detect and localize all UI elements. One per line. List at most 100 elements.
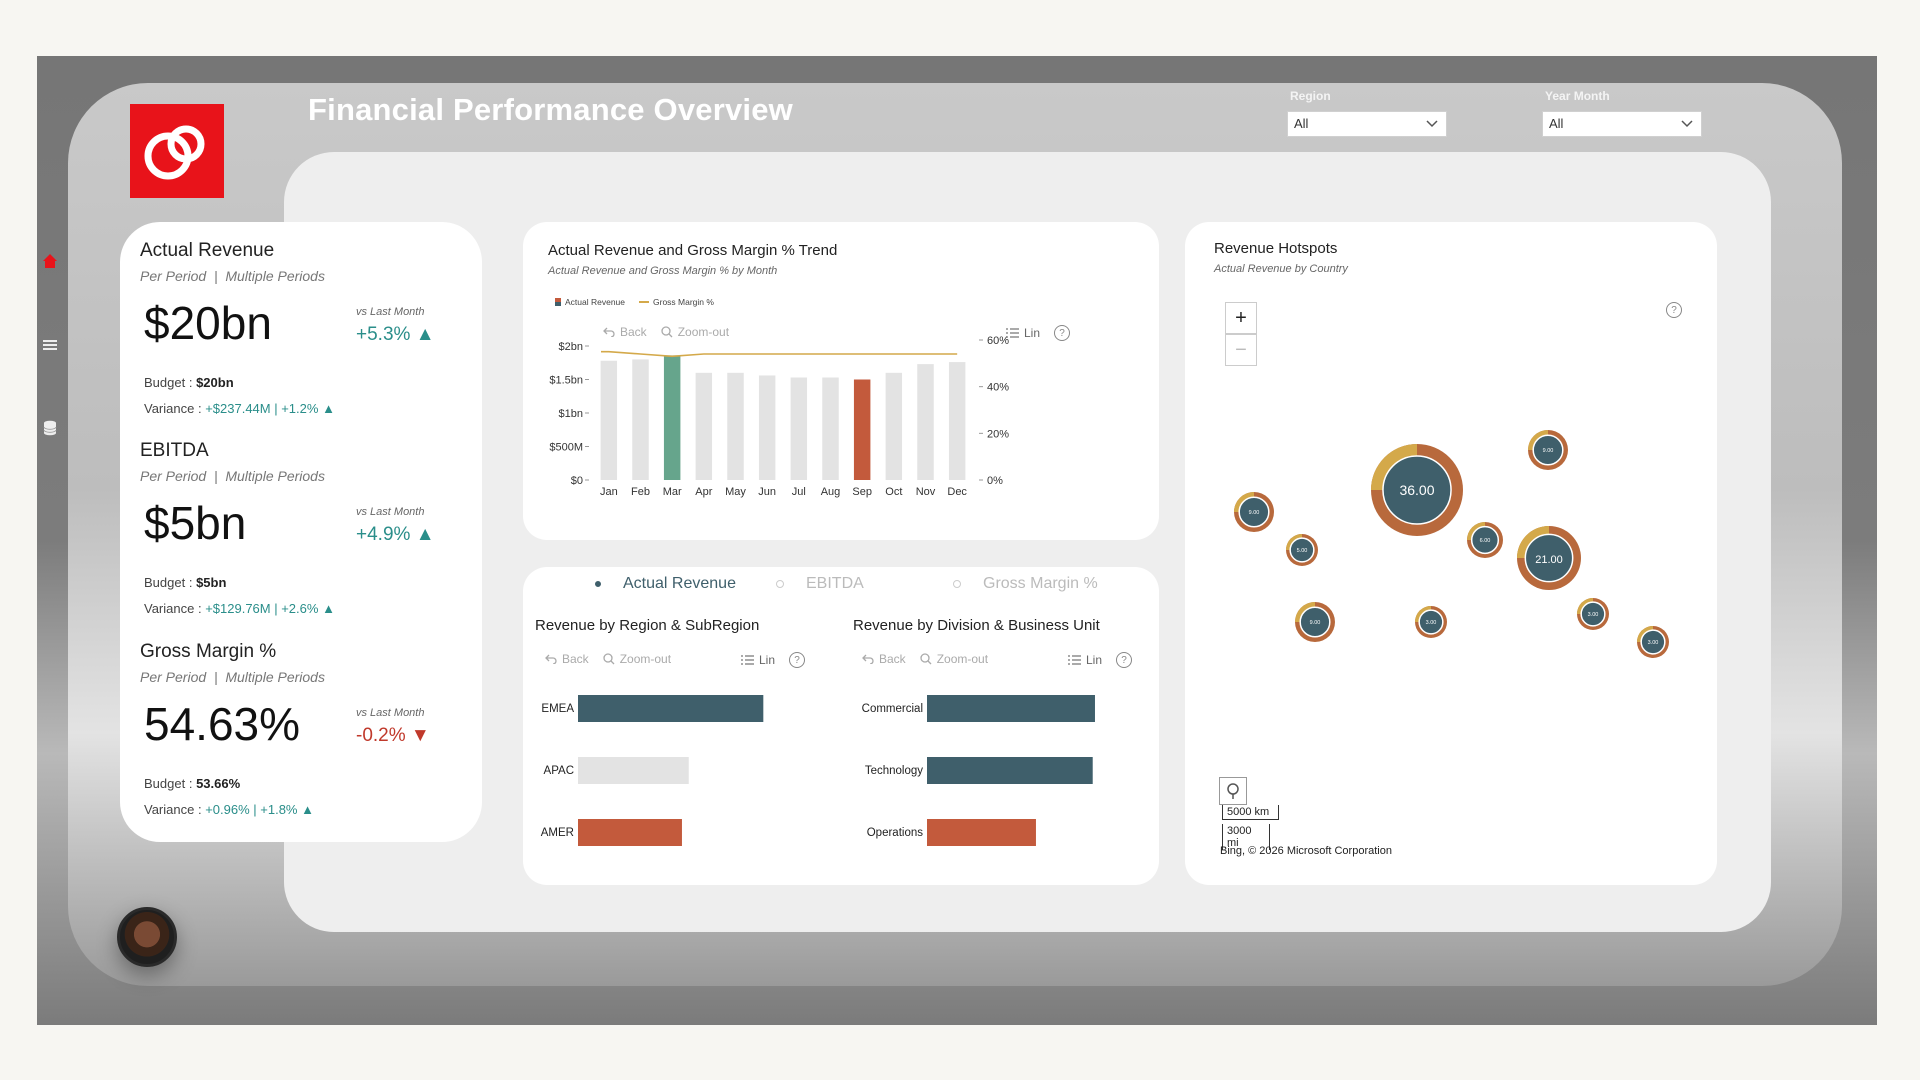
- zoom-out-button[interactable]: Zoom-out: [920, 652, 988, 666]
- lin-button[interactable]: Lin: [741, 653, 775, 667]
- back-button[interactable]: Back: [862, 652, 906, 666]
- help-icon[interactable]: ?: [789, 652, 806, 668]
- back-arrow-icon: [603, 327, 615, 337]
- bar-operations: [927, 819, 1036, 846]
- chevron-down-icon: [1681, 120, 1693, 128]
- gross-margin-line: [601, 350, 958, 358]
- map-zoom-out-button[interactable]: −: [1225, 334, 1257, 366]
- y-tick-label: $0: [571, 475, 583, 487]
- bar-label: Commercial: [862, 703, 923, 715]
- company-logo: [130, 104, 224, 198]
- x-tick-label: Aug: [821, 486, 841, 498]
- map-locate-button[interactable]: [1219, 777, 1247, 805]
- year-month-filter-label: Year Month: [1545, 89, 1610, 103]
- user-avatar[interactable]: [117, 907, 177, 967]
- y-tick-label: $500M: [549, 442, 583, 454]
- y2-tick-label: 20%: [987, 428, 1009, 440]
- region-toolbar-right: Lin ?: [741, 652, 806, 668]
- bubble-label: 3.00: [1648, 640, 1659, 646]
- map-bubble: 3.00: [1415, 606, 1447, 638]
- bar-dec: [948, 362, 966, 480]
- bubble-label: 6.00: [1480, 538, 1491, 544]
- map-attribution: Bing, © 2026 Microsoft Corporation: [1220, 845, 1392, 857]
- zoom-out-button[interactable]: Zoom-out: [661, 325, 729, 339]
- trend-chart-title: Actual Revenue and Gross Margin % Trend: [548, 242, 838, 259]
- region-filter-dropdown[interactable]: All: [1287, 111, 1447, 137]
- map-bubble: 36.00: [1371, 444, 1463, 536]
- kpi-delta: -0.2% ▼: [356, 725, 430, 746]
- kpi-ebitda: EBITDA Per Period | Multiple Periods $5b…: [140, 440, 460, 620]
- radio-gross-margin[interactable]: Gross Margin %: [953, 575, 1098, 593]
- bubble-core: [1299, 606, 1331, 638]
- kpi-budget: Budget : 53.66%: [144, 776, 241, 791]
- magnifier-icon: [603, 653, 615, 665]
- trend-toolbar-right: Lin ?: [1006, 325, 1071, 341]
- back-arrow-icon: [862, 654, 874, 664]
- bar-label: EMEA: [541, 703, 574, 715]
- bar-mar: [663, 355, 681, 480]
- lin-button[interactable]: Lin: [1006, 326, 1040, 340]
- home-icon[interactable]: [42, 253, 58, 269]
- lin-button[interactable]: Lin: [1068, 653, 1102, 667]
- bubble-core: [1238, 496, 1270, 528]
- bar-may: [727, 372, 744, 480]
- region-toolbar: Back Zoom-out: [545, 652, 671, 666]
- bar-label: APAC: [544, 765, 574, 777]
- y2-tick-label: 40%: [987, 382, 1009, 394]
- x-tick-label: Feb: [631, 486, 650, 498]
- bubble-label: 3.00: [1588, 612, 1599, 618]
- y2-tick-label: 60%: [987, 335, 1009, 347]
- year-month-filter-dropdown[interactable]: All: [1542, 111, 1702, 137]
- bar-apr: [695, 372, 713, 480]
- bubble-core: [1580, 601, 1606, 627]
- list-icon: [741, 654, 754, 665]
- kpi-budget: Budget : $20bn: [144, 375, 234, 390]
- help-icon[interactable]: ?: [1054, 325, 1071, 341]
- bubble-label: 9.00: [1310, 620, 1321, 626]
- division-chart-title: Revenue by Division & Business Unit: [853, 617, 1100, 634]
- x-tick-label: Jan: [600, 486, 618, 498]
- kpi-subtitle: Per Period | Multiple Periods: [140, 268, 325, 284]
- y-tick-label: $1.5bn: [549, 375, 583, 387]
- bubble-label: 5.00: [1297, 548, 1308, 554]
- kpi-actual-revenue: Actual Revenue Per Period | Multiple Per…: [140, 240, 460, 420]
- logo-mark-icon: [144, 125, 205, 180]
- zoom-out-button[interactable]: Zoom-out: [603, 652, 671, 666]
- back-button[interactable]: Back: [603, 325, 647, 339]
- kpi-value: $5bn: [144, 497, 247, 549]
- list-icon: [1068, 654, 1081, 665]
- menu-icon[interactable]: [42, 338, 58, 352]
- year-month-filter-value: All: [1549, 116, 1564, 131]
- radio-ebitda[interactable]: EBITDA: [776, 575, 864, 593]
- x-tick-label: Oct: [885, 486, 902, 498]
- bar-jul: [790, 377, 808, 480]
- kpi-gross-margin: Gross Margin % Per Period | Multiple Per…: [140, 641, 460, 821]
- map-bubble: 21.00: [1517, 526, 1581, 590]
- triangle-up-icon: ▲: [322, 601, 335, 616]
- region-filter-label: Region: [1290, 89, 1331, 103]
- bar-feb: [632, 359, 649, 480]
- trend-legend: Actual Revenue Gross Margin %: [555, 297, 714, 307]
- map-title: Revenue Hotspots: [1214, 240, 1338, 257]
- help-icon[interactable]: ?: [1666, 302, 1682, 318]
- help-icon[interactable]: ?: [1116, 652, 1133, 668]
- map-zoom-in-button[interactable]: +: [1225, 302, 1257, 334]
- radio-actual-revenue[interactable]: Actual Revenue: [595, 575, 736, 593]
- bar-label: Technology: [865, 765, 923, 777]
- region-filter-value: All: [1294, 116, 1309, 131]
- kpi-variance: Variance : +$237.44M | +1.2% ▲: [144, 401, 335, 416]
- x-tick-label: Apr: [695, 486, 712, 498]
- x-tick-label: Dec: [947, 486, 967, 498]
- x-tick-label: May: [725, 486, 746, 498]
- bar-aug: [822, 377, 839, 480]
- triangle-up-icon: ▲: [301, 802, 314, 817]
- page-title: Financial Performance Overview: [308, 92, 793, 127]
- trend-chart-plot: $0 $500M $1bn $1.5bn $2bn 0% 20% 40% 60% Jan Feb Ma…: [549, 335, 1009, 498]
- back-button[interactable]: Back: [545, 652, 589, 666]
- division-bar-chart: Commercial Technology Operations: [862, 695, 1095, 846]
- bar-label: Operations: [867, 827, 924, 839]
- kpi-vs-label: vs Last Month: [356, 707, 425, 719]
- bubble-core: [1382, 455, 1452, 525]
- database-icon[interactable]: [42, 420, 58, 436]
- kpi-title: EBITDA: [140, 440, 209, 461]
